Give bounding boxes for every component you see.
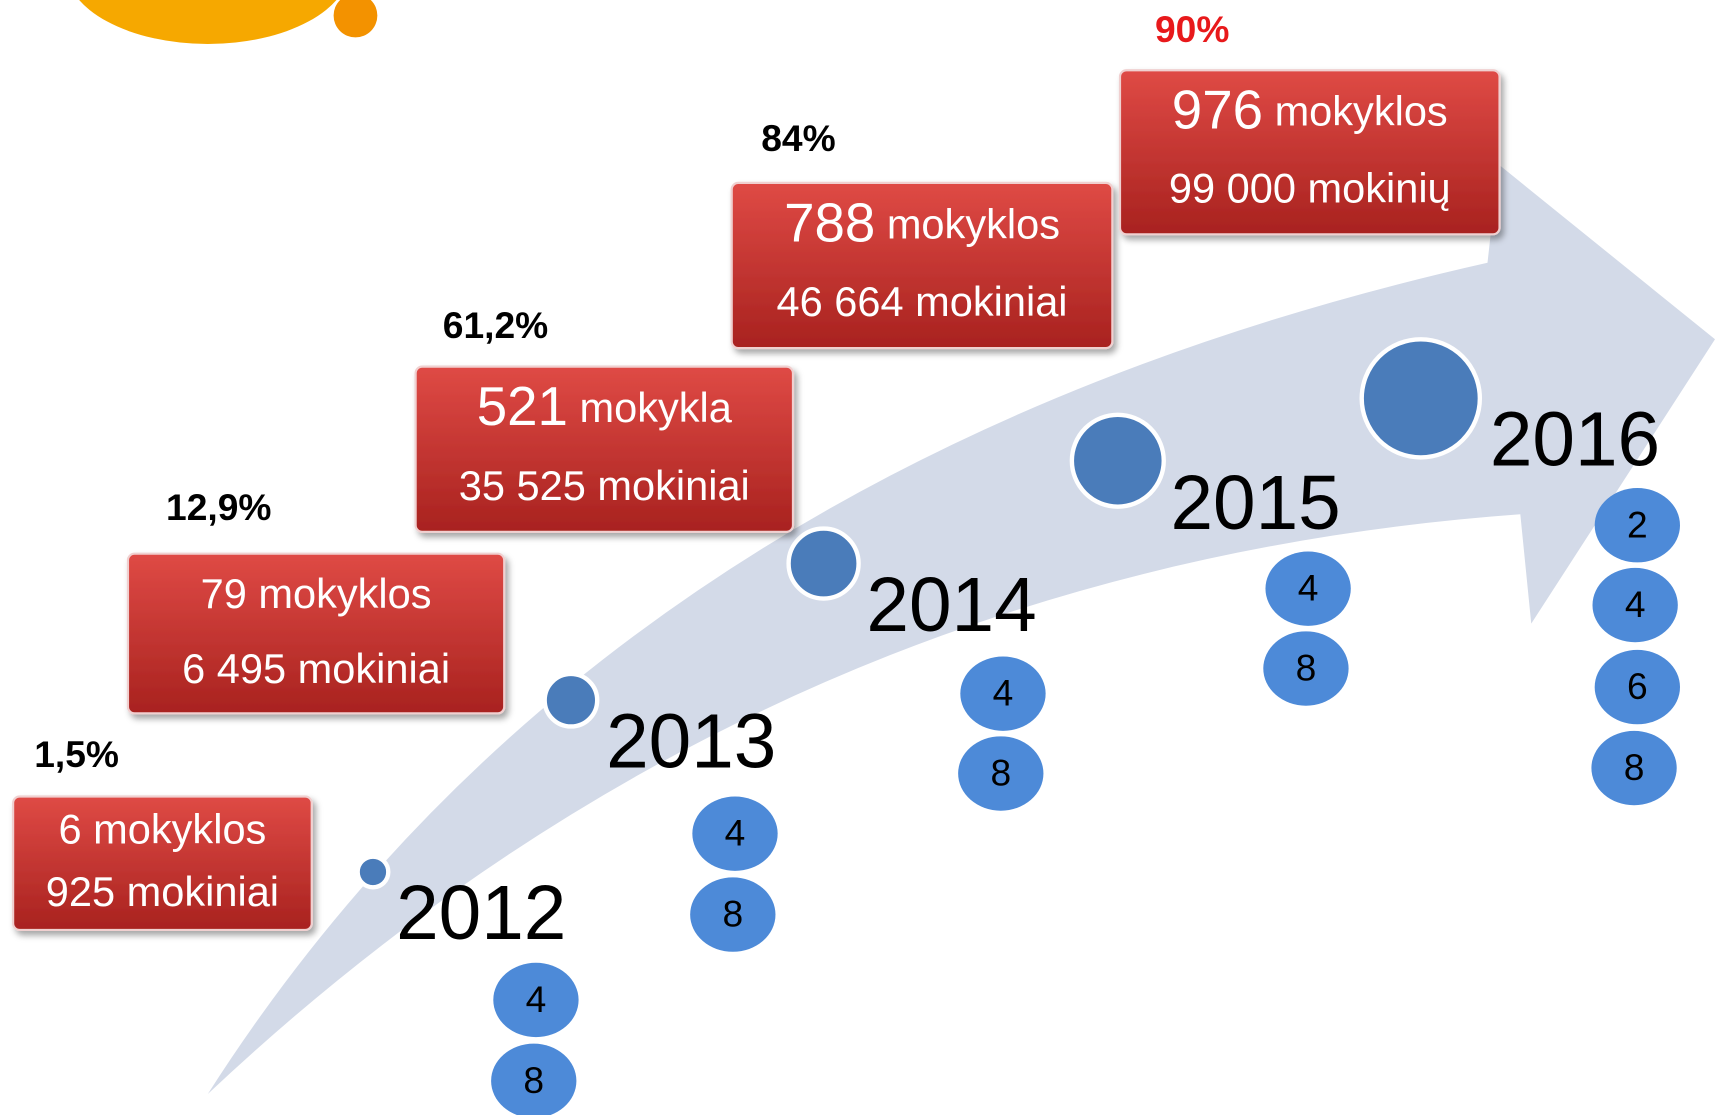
stage: 976 mokyklos 99 000 mokinių 90% 2016 2 4 6 8 — [1118, 8, 1680, 806]
stage-box — [1118, 69, 1501, 236]
grade: 2 — [1627, 503, 1648, 545]
grade-bubble — [1594, 488, 1680, 563]
percent: 12,9% — [166, 486, 271, 528]
year: 2013 — [606, 699, 776, 784]
students-line: 6 495 mokiniai — [182, 645, 450, 692]
percent: 1,5% — [34, 733, 119, 775]
grade: 4 — [725, 812, 746, 854]
milestone-dot — [542, 671, 600, 729]
year: 2014 — [866, 563, 1036, 648]
grade-bubble — [1594, 649, 1680, 725]
stage: 6 mokyklos 925 mokiniai 1,5% 2012 4 8 — [12, 733, 579, 1115]
schools-space — [568, 384, 580, 431]
stage-box — [126, 552, 506, 715]
percent: 90% — [1155, 8, 1229, 50]
year: 2016 — [1490, 398, 1660, 483]
stage: 79 mokyklos 6 495 mokiniai 12,9% 2013 4 8 — [126, 486, 778, 952]
grade: 4 — [1298, 567, 1319, 609]
schools-space — [247, 570, 259, 617]
grade: 8 — [523, 1059, 544, 1101]
schools-space — [875, 200, 887, 247]
grade-bubble — [960, 656, 1046, 731]
schools-unit: mokykla — [579, 384, 732, 431]
schools-space — [1263, 88, 1275, 135]
grade: 4 — [526, 978, 547, 1020]
grade-bubble — [690, 877, 776, 952]
schools-line: 788 mokyklos — [784, 192, 1060, 254]
milestone-dot — [355, 854, 391, 890]
grade: 4 — [1625, 583, 1646, 625]
schools-line: 976 mokyklos — [1172, 79, 1448, 141]
percent: 61,2% — [443, 304, 548, 346]
grade: 6 — [1627, 665, 1648, 707]
schools-number: 788 — [784, 192, 875, 254]
year: 2015 — [1170, 461, 1340, 546]
grade: 8 — [990, 752, 1011, 794]
grade-bubble — [493, 962, 579, 1038]
stage: 788 mokyklos 46 664 mokiniai 84% 2015 4 8 — [730, 117, 1351, 706]
grade: 8 — [1296, 647, 1317, 689]
students-line: 925 mokiniai — [46, 868, 279, 915]
grade-bubble — [491, 1043, 577, 1115]
grade: 8 — [722, 893, 743, 935]
decor-dot — [333, 0, 378, 38]
schools-line: 521 mokykla — [477, 376, 733, 438]
stage-box — [414, 365, 795, 533]
grade-bubble — [1265, 551, 1351, 626]
students-line: 46 664 mokiniai — [777, 278, 1068, 325]
milestone-dot — [1069, 412, 1166, 509]
students-line: 35 525 mokiniai — [459, 462, 750, 509]
schools-line: 79 mokyklos — [201, 570, 432, 617]
grade-bubble — [958, 736, 1044, 811]
schools-number: 976 — [1172, 79, 1263, 141]
stage-box — [12, 795, 313, 932]
schools-number: 6 — [59, 805, 82, 852]
schools-unit: mokyklos — [258, 570, 431, 617]
schools-number: 521 — [477, 376, 568, 438]
grade-bubble — [1591, 730, 1677, 806]
grade-bubble — [1263, 631, 1349, 706]
grade-bubble — [1592, 567, 1678, 643]
schools-unit: mokyklos — [93, 805, 266, 852]
students-line: 99 000 mokinių — [1169, 165, 1451, 212]
schools-line: 6 mokyklos — [59, 805, 267, 852]
schools-unit: mokyklos — [1275, 88, 1448, 135]
grade: 4 — [993, 672, 1014, 714]
year: 2012 — [396, 871, 566, 956]
stage: 521 mokykla 35 525 mokiniai 61,2% 2014 4 8 — [414, 304, 1046, 811]
milestone-dot — [1359, 337, 1483, 460]
milestone-dot — [786, 526, 861, 601]
schools-unit: mokyklos — [887, 200, 1060, 247]
growth-arrow — [207, 164, 1715, 1094]
percent: 84% — [761, 117, 835, 159]
decor-blob — [79, 0, 337, 44]
schools-space — [82, 805, 94, 852]
grade-bubble — [692, 796, 778, 871]
stage-box — [730, 181, 1114, 350]
schools-number: 79 — [201, 570, 247, 617]
grade: 8 — [1624, 746, 1645, 788]
